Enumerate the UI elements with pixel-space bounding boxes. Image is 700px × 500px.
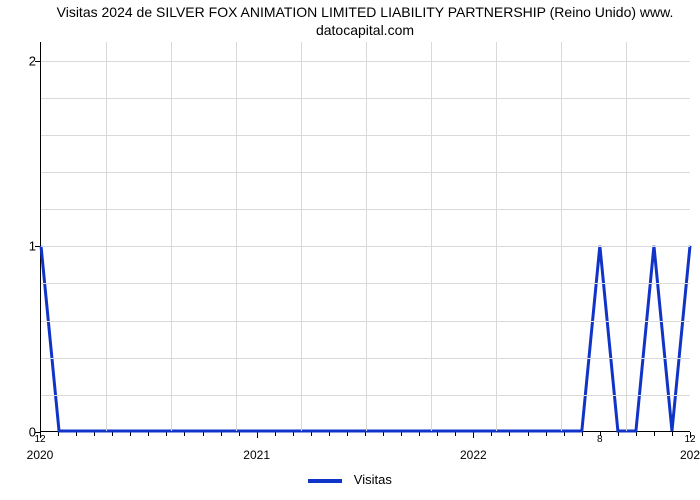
legend-swatch: [308, 479, 342, 483]
legend-label: Visitas: [354, 472, 392, 487]
plot-area: [40, 42, 690, 432]
y-tick-label: 1: [6, 239, 36, 254]
x-year-label: 2021: [243, 448, 270, 462]
legend: Visitas: [0, 472, 700, 487]
visits-chart: Visitas 2024 de SILVER FOX ANIMATION LIM…: [0, 0, 700, 500]
x-month-label: 12: [34, 434, 45, 445]
y-tick-label: 0: [6, 425, 36, 440]
y-tick-label: 2: [6, 53, 36, 68]
x-year-label: 202: [680, 448, 700, 462]
chart-title-line1: Visitas 2024 de SILVER FOX ANIMATION LIM…: [57, 4, 674, 20]
x-month-label: 12: [684, 434, 695, 445]
x-month-label: 8: [597, 434, 603, 445]
x-year-label: 2022: [460, 448, 487, 462]
chart-title-line2: datocapital.com: [316, 22, 414, 38]
x-year-label: 2020: [27, 448, 54, 462]
chart-title: Visitas 2024 de SILVER FOX ANIMATION LIM…: [40, 4, 690, 39]
